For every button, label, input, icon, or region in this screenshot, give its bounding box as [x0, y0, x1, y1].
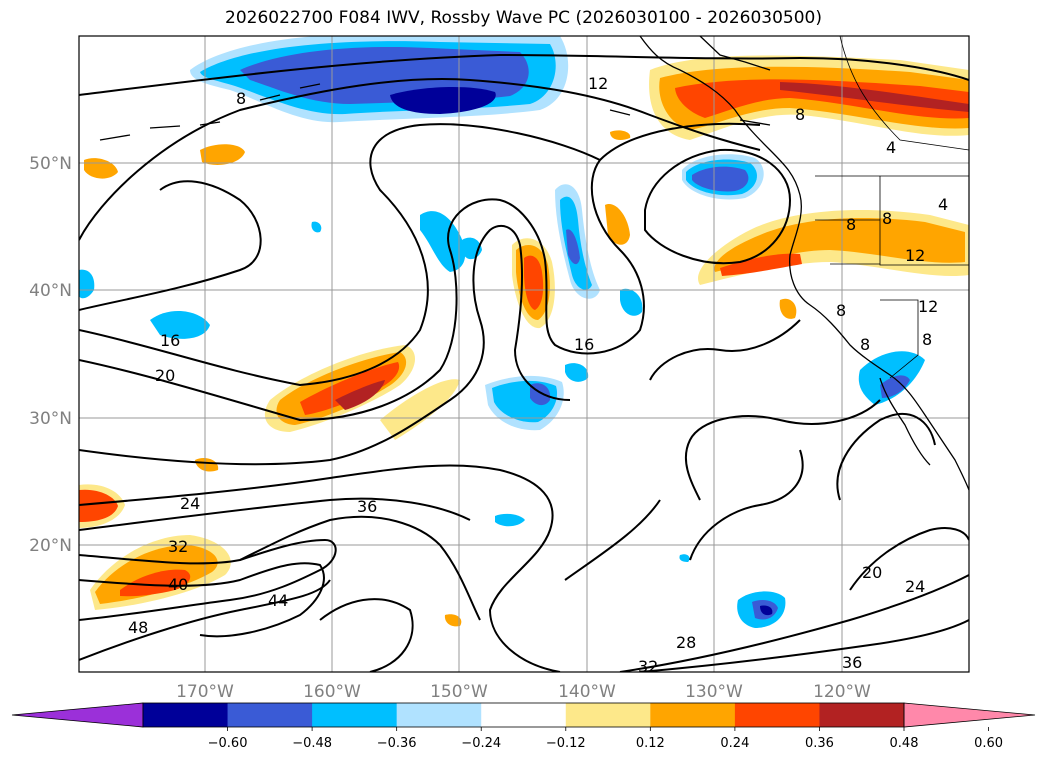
colorbar-tick-label: −0.24 [461, 736, 501, 751]
contour-label: 8 [882, 209, 892, 228]
negative-anomaly-shading [79, 36, 925, 628]
colorbar-extend-high [903, 702, 1036, 728]
contour-label: 40 [168, 575, 188, 594]
contour-label: 8 [795, 105, 805, 124]
positive-anomaly-shading [79, 55, 969, 627]
coastlines [99, 36, 969, 491]
contour-label: 16 [574, 335, 594, 354]
contour-label: 20 [155, 366, 175, 385]
lat-label: 50°N [29, 154, 72, 174]
iwv-contours [79, 53, 969, 672]
lon-label: 130°W [685, 682, 743, 702]
lon-label: 160°W [303, 682, 361, 702]
colorbar-tick-label: 0.60 [974, 736, 1003, 751]
latitude-labels: 50°N 40°N 30°N 20°N [29, 154, 72, 556]
longitude-labels: 170°W 160°W 150°W 140°W 130°W 120°W [176, 682, 871, 702]
colorbar-segment [734, 703, 820, 727]
colorbar-segment [312, 703, 398, 727]
colorbar-segment [481, 703, 567, 727]
contour-label: 20 [862, 563, 882, 582]
contour-label: 8 [860, 335, 870, 354]
lon-label: 120°W [813, 682, 871, 702]
colorbar-tick-label: 0.48 [890, 736, 919, 751]
lat-label: 40°N [29, 281, 72, 301]
colorbar-segment [227, 703, 313, 727]
contour-label: 8 [846, 215, 856, 234]
colorbar-tick-label: −0.60 [208, 736, 248, 751]
colorbar-segment [650, 703, 736, 727]
contour-label: 28 [676, 633, 696, 652]
colorbar-tick-label: 0.36 [805, 736, 834, 751]
colorbar-tick-label: 0.24 [720, 736, 749, 751]
colorbar-segment [143, 703, 229, 727]
contour-label: 24 [905, 577, 925, 596]
contour-label: 8 [836, 301, 846, 320]
lon-label: 170°W [176, 682, 234, 702]
contour-label: 4 [938, 195, 948, 214]
colorbar-segment [396, 703, 482, 727]
lat-label: 20°N [29, 536, 72, 556]
contour-label: 12 [588, 74, 608, 93]
colorbar-extend-low [11, 702, 144, 728]
colorbar-frame [142, 702, 905, 728]
contour-label: 24 [180, 494, 200, 513]
lat-label: 30°N [29, 409, 72, 429]
contour-label: 8 [922, 330, 932, 349]
colorbar-tick-label: −0.48 [292, 736, 332, 751]
contour-label: 48 [128, 618, 148, 637]
colorbar-tick-label: 0.12 [636, 736, 665, 751]
map-frame [78, 35, 970, 673]
colorbar: −0.60 −0.48 −0.36 −0.24 −0.12 0.12 0.24 0.36 0.4… [11, 702, 1036, 751]
colorbar-tick-label: −0.12 [546, 736, 586, 751]
lon-label: 150°W [430, 682, 488, 702]
state-borders [815, 36, 969, 379]
colorbar-tick-label: −0.36 [377, 736, 417, 751]
colorbar-segment [819, 703, 905, 727]
contour-label: 12 [918, 297, 938, 316]
contour-label: 16 [160, 331, 180, 350]
contour-label: 44 [268, 591, 288, 610]
contour-label: 4 [886, 138, 896, 157]
contour-label: 36 [357, 497, 377, 516]
contour-label: 32 [168, 537, 188, 556]
contour-label: 36 [842, 653, 862, 672]
contour-labels: 8 12 16 16 20 24 32 40 44 48 36 28 32 36… [128, 74, 948, 676]
lon-label: 140°W [558, 682, 616, 702]
contour-label: 32 [638, 657, 658, 676]
map-title: 2026022700 F084 IWV, Rossby Wave PC (202… [225, 8, 822, 28]
contour-label: 12 [905, 246, 925, 265]
colorbar-segment [565, 703, 651, 727]
contour-label: 8 [236, 89, 246, 108]
